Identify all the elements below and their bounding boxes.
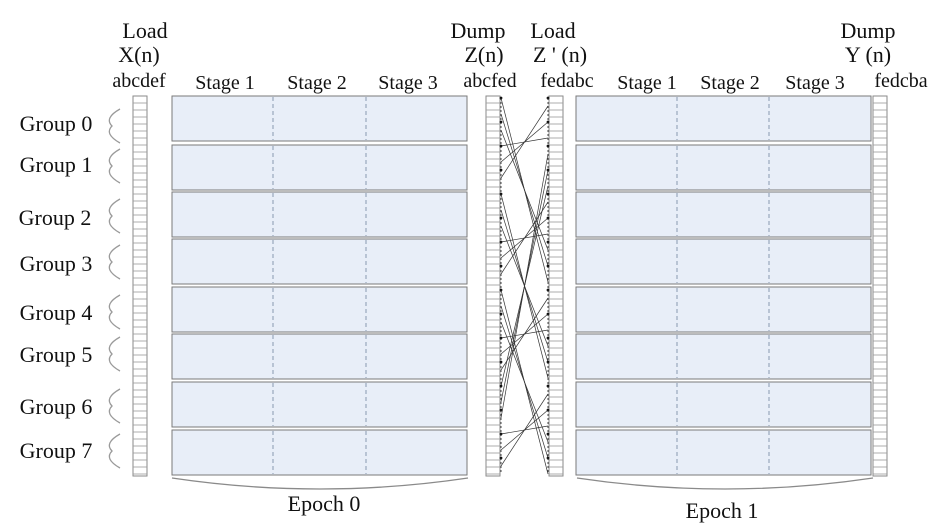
- group-label-6: Group 6: [20, 394, 93, 419]
- group-label-2: Group 2: [19, 205, 92, 230]
- epoch1-label: Epoch 1: [686, 498, 759, 523]
- dump-z-order: abcfed: [463, 70, 516, 92]
- group-brace-6: [108, 388, 121, 424]
- epoch1-group-5-block: [575, 333, 872, 380]
- load-x-title: Load: [122, 18, 167, 43]
- epoch1-group-3-block: [575, 238, 872, 285]
- group-label-1: Group 1: [20, 152, 93, 177]
- epoch0-stage3-label: Stage 3: [378, 72, 437, 94]
- epoch1-group-1-block: [575, 144, 872, 191]
- epoch0-group-7-block: [171, 429, 468, 476]
- group-brace-5: [108, 336, 121, 372]
- epoch1-stage2-label: Stage 2: [700, 72, 759, 94]
- epoch0-group-0-block: [171, 95, 468, 142]
- buffers: [132, 95, 888, 477]
- epoch1-group-2-block: [575, 191, 872, 238]
- epoch1-stage3-label: Stage 3: [785, 72, 844, 94]
- epoch1-blocks: [575, 95, 872, 476]
- group-label-0: Group 0: [20, 111, 93, 136]
- group-label-4: Group 4: [20, 300, 93, 325]
- permutation-network: [499, 96, 550, 475]
- group-brace-4: [108, 294, 121, 330]
- epoch0-brace: [171, 477, 469, 490]
- dump-y-title: Dump: [841, 18, 896, 43]
- epoch0-label: Epoch 0: [288, 491, 361, 516]
- epoch0-group-1-block: [171, 144, 468, 191]
- load-z-title: Load: [530, 18, 575, 43]
- dump-y-buffer: [872, 95, 888, 477]
- epoch1-group-7-block: [575, 429, 872, 476]
- epoch0-group-3-block: [171, 238, 468, 285]
- epoch1-stage1-label: Stage 1: [617, 72, 676, 94]
- epoch0-stage2-label: Stage 2: [287, 72, 346, 94]
- epoch0-stage1-label: Stage 1: [195, 72, 254, 94]
- load-z-order: fedabc: [540, 70, 593, 92]
- group-braces: [108, 108, 121, 469]
- group-label-3: Group 3: [20, 251, 93, 276]
- group-brace-0: [108, 108, 121, 144]
- group-brace-1: [108, 148, 121, 184]
- group-brace-3: [108, 244, 121, 280]
- dump-z-buffer: [485, 95, 501, 477]
- epoch1-group-4-block: [575, 286, 872, 333]
- load-x-order: abcdef: [112, 70, 166, 92]
- group-brace-7: [108, 433, 121, 469]
- load-z-buffer: [548, 95, 564, 477]
- epoch0-group-2-block: [171, 191, 468, 238]
- dump-z-signal: Z(n): [464, 42, 503, 67]
- epoch1-group-6-block: [575, 381, 872, 428]
- group-labels: Group 0 Group 1 Group 2 Group 3 Group 4 Group…: [19, 111, 93, 463]
- epoch0-blocks: [171, 95, 468, 476]
- dump-y-order: fedcba: [874, 70, 927, 92]
- group-brace-2: [108, 198, 121, 234]
- group-label-7: Group 7: [20, 438, 93, 463]
- load-z-signal: Z ' (n): [533, 42, 587, 67]
- load-x-signal: X(n): [118, 42, 160, 67]
- epoch0-group-6-block: [171, 381, 468, 428]
- dump-z-title: Dump: [451, 18, 506, 43]
- dump-y-signal: Y (n): [845, 42, 891, 67]
- epoch0-group-5-block: [171, 333, 468, 380]
- epoch1-brace: [576, 477, 874, 490]
- epoch1-group-0-block: [575, 95, 872, 142]
- group-label-5: Group 5: [20, 342, 93, 367]
- epoch0-group-4-block: [171, 286, 468, 333]
- load-x-buffer: [132, 95, 148, 477]
